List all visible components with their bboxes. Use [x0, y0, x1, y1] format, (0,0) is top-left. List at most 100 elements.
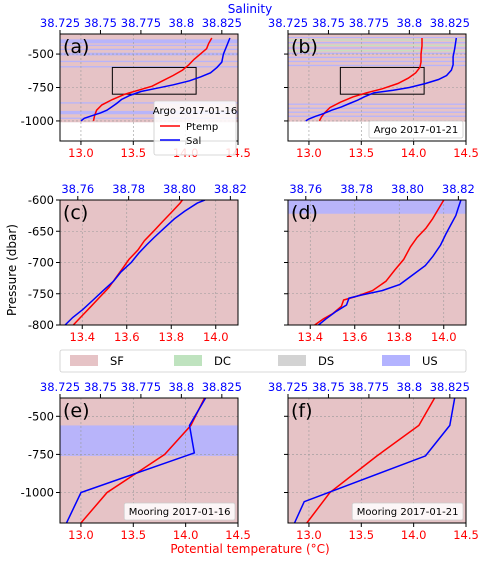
- series-line-ptemp: [92, 37, 213, 122]
- tick-label-pressure: -650: [28, 224, 54, 238]
- tick-label-temp: 13.4: [297, 330, 323, 344]
- band-US-9: [288, 60, 466, 63]
- panel-annotation: Argo 2017-01-16: [153, 106, 238, 117]
- tick-label-temp: 13.5: [348, 528, 374, 542]
- tick-label-pressure: -1000: [21, 114, 54, 128]
- tick-label-temp: 14.5: [453, 146, 479, 160]
- band-US-1: [60, 425, 238, 456]
- plot-area: [288, 200, 466, 325]
- series-line-sal: [318, 200, 462, 325]
- tick-label-sal: 38.825: [202, 380, 242, 394]
- band-DC-2: [288, 39, 466, 41]
- series-line-sal: [293, 398, 456, 523]
- tick-label-temp: 13.0: [68, 528, 94, 542]
- tick-label-temp: 14.0: [431, 330, 457, 344]
- tick-label-sal: 38.76: [289, 182, 322, 196]
- panels: 13.0 13.5 14.0 14.5 38.725 38.75 38.775 38.8 38.…: [21, 16, 479, 542]
- tick-label-pressure: -750: [28, 287, 54, 301]
- legend-box: [153, 100, 237, 156]
- tick-label-sal: 38.825: [202, 16, 242, 30]
- tick-label-temp: 13.5: [120, 146, 146, 160]
- band-US-1: [288, 200, 466, 214]
- panel-letter: (c): [63, 202, 88, 224]
- annotation-box: [368, 120, 464, 139]
- tick-label-pressure: -750: [28, 447, 54, 461]
- band-US-10: [288, 64, 466, 67]
- tick-label-temp: 13.0: [296, 146, 322, 160]
- band-US-5: [60, 60, 238, 63]
- legend-label-ptemp: Ptemp: [186, 122, 218, 133]
- zoom-box: [339, 66, 425, 95]
- tick-label-sal: 38.76: [61, 182, 94, 196]
- shading-legend: SF DC DS US: [59, 349, 467, 373]
- legend-swatch-DS: [278, 355, 306, 366]
- tick-label-sal: 38.75: [312, 380, 345, 394]
- shading-legend-frame: [59, 349, 467, 373]
- tick-label-sal: 38.80: [391, 182, 424, 196]
- tick-label-sal: 38.725: [268, 16, 308, 30]
- legend-swatch-SF: [70, 355, 98, 366]
- tick-label-temp: 13.5: [120, 528, 146, 542]
- tick-label-sal: 38.8: [397, 16, 423, 30]
- tick-label-temp: 13.6: [114, 330, 140, 344]
- band-US-3: [60, 48, 238, 51]
- tick-label-sal: 38.82: [442, 182, 475, 196]
- tick-label-sal: 38.78: [112, 182, 145, 196]
- legend-label-DS: DS: [318, 354, 334, 368]
- series-line-sal: [65, 398, 207, 523]
- tick-label-temp: 14.0: [401, 528, 427, 542]
- series-line-ptemp: [318, 38, 423, 122]
- tick-label-sal: 38.8: [397, 380, 423, 394]
- band-US-1: [60, 39, 238, 44]
- tick-label-temp: 13.5: [348, 146, 374, 160]
- tick-label-temp: 13.0: [68, 146, 94, 160]
- plot-area: [288, 34, 466, 141]
- tick-label-pressure: -1000: [21, 486, 54, 500]
- panel-b: 13.0 13.5 14.0 14.5 38.725 38.75 38.775 38.8 38.…: [268, 16, 479, 160]
- tick-label-temp: 13.8: [158, 330, 184, 344]
- series-line-sal: [80, 37, 231, 122]
- plot-area: [60, 34, 238, 141]
- band-SF-0: [60, 398, 238, 523]
- series-line-sal: [305, 37, 458, 122]
- plot-area: [60, 398, 238, 523]
- tick-label-sal: 38.775: [349, 16, 389, 30]
- tick-label-temp: 13.0: [296, 528, 322, 542]
- tick-label-temp: 14.0: [173, 528, 199, 542]
- band-US-8: [60, 110, 238, 115]
- legend-label-SF: SF: [110, 354, 124, 368]
- band-SF-0: [288, 398, 466, 523]
- band-DC-4: [288, 44, 466, 47]
- tick-label-temp: 14.5: [453, 528, 479, 542]
- left-axis-label: Pressure (dbar): [5, 224, 19, 316]
- legend-label-DC: DC: [214, 354, 231, 368]
- band-US-2: [60, 44, 238, 47]
- tick-label-sal: 38.8: [169, 380, 195, 394]
- legend-swatch-US: [382, 355, 410, 366]
- panel-letter: (b): [291, 36, 318, 58]
- band-US-14: [288, 115, 466, 117]
- bottom-axis-label: Potential temperature (°C): [170, 542, 329, 556]
- series-line-ptemp: [72, 200, 184, 325]
- band-DC-6: [288, 50, 466, 52]
- tick-label-sal: 38.825: [430, 16, 470, 30]
- zoom-box: [111, 66, 197, 95]
- band-US-13: [288, 111, 466, 113]
- tick-label-pressure: -750: [28, 81, 54, 95]
- tick-label-sal: 38.725: [268, 380, 308, 394]
- tick-label-sal: 38.82: [214, 182, 247, 196]
- tick-label-temp: 13.4: [69, 330, 95, 344]
- annotation-box: [123, 502, 236, 521]
- band-US-1: [288, 36, 466, 39]
- tick-label-temp: 14.5: [225, 528, 251, 542]
- band-US-7: [288, 52, 466, 55]
- axes-frame: [287, 397, 467, 524]
- annotation-box: [351, 502, 464, 521]
- panel-annotation: Argo 2017-01-21: [374, 125, 459, 136]
- tick-label-sal: 38.78: [340, 182, 373, 196]
- panel-annotation: Mooring 2017-01-16: [129, 507, 231, 518]
- tick-label-sal: 38.8: [169, 16, 195, 30]
- tick-label-sal: 38.775: [121, 16, 161, 30]
